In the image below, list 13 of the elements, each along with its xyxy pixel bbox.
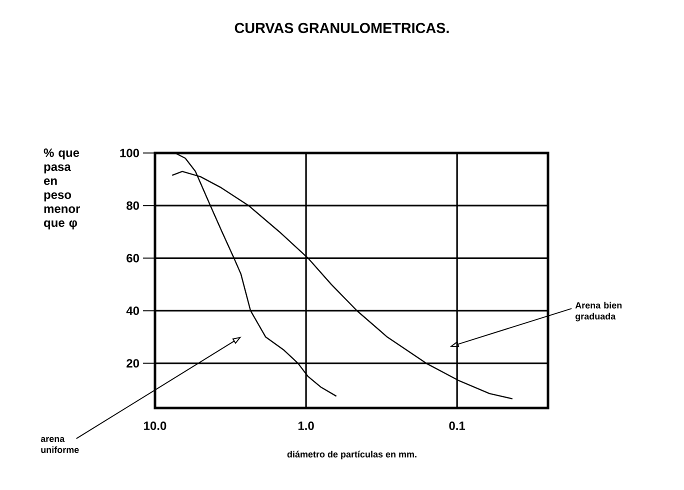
x-tick-label: 1.0	[298, 422, 314, 430]
x-tick-label: 0.1	[449, 422, 466, 430]
y-tick-label: 20	[126, 359, 140, 368]
chart-title: CURVAS GRANULOMETRICAS.	[234, 22, 449, 34]
y-axis-title: % que pasa en peso menor que φ	[44, 148, 80, 230]
x-tick-label: 10.0	[144, 422, 166, 430]
x-axis-title: diámetro de partículas en mm.	[287, 450, 416, 460]
y-tick-label: 100	[120, 148, 140, 158]
text: Arena bien graduada	[575, 302, 622, 322]
y-tick-label: 60	[126, 254, 140, 262]
y-tick-label: 40	[126, 306, 140, 315]
text: arena uniforme	[40, 437, 79, 453]
y-tick-label: 80	[126, 201, 140, 210]
